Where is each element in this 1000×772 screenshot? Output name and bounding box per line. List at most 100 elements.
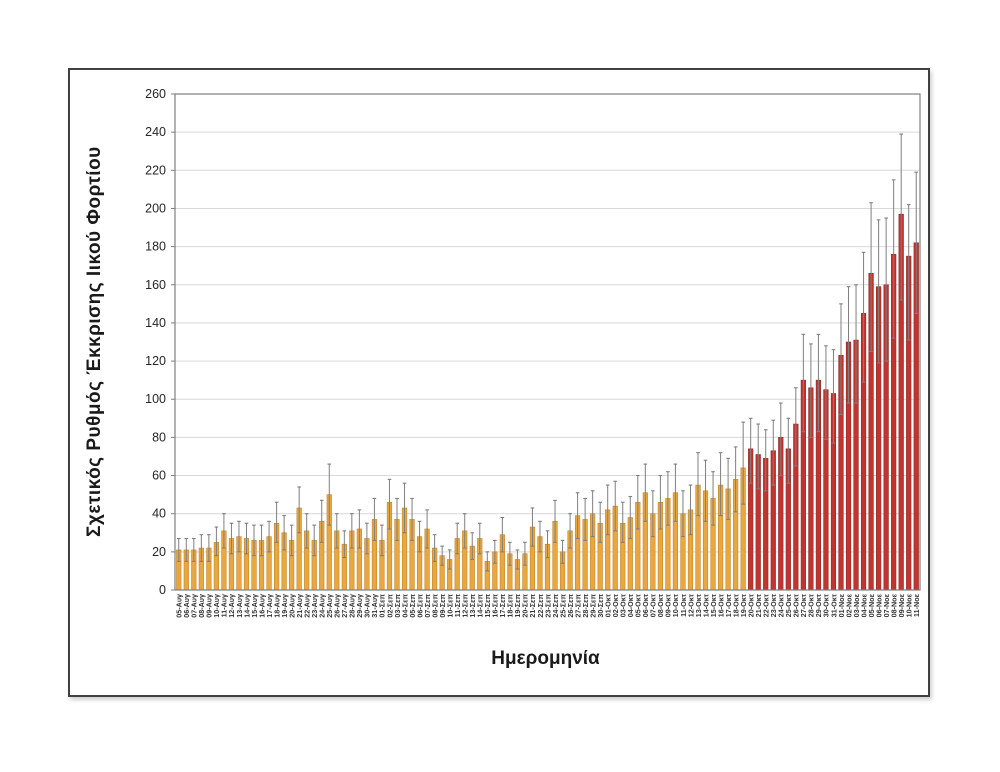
x-tick-label: 30-Αυγ bbox=[363, 594, 372, 618]
x-tick-label: 10-Σεπ bbox=[445, 594, 454, 618]
x-tick-label: 05-Νοε bbox=[867, 593, 876, 617]
x-tick-label: 02-Νοε bbox=[844, 593, 853, 617]
x-tick-label: 07-Σεπ bbox=[423, 594, 432, 618]
y-axis-title: Σχετικός Ρυθμός Έκκρισης Ιικού Φορτίου bbox=[84, 146, 105, 538]
x-tick-label: 04-Νοε bbox=[859, 593, 868, 617]
y-tick-label: 160 bbox=[145, 278, 166, 292]
x-tick-label: 15-Αυγ bbox=[250, 594, 259, 618]
x-tick-label: 23-Αυγ bbox=[310, 594, 319, 618]
x-tick-label: 14-Σεπ bbox=[476, 594, 485, 618]
x-tick-label: 03-Νοε bbox=[852, 593, 861, 617]
x-tick-label: 07-Οκτ bbox=[649, 593, 658, 617]
x-tick-label: 10-Οκτ bbox=[671, 593, 680, 617]
y-tick-label: 200 bbox=[145, 201, 166, 215]
x-tick-label: 09-Σεπ bbox=[438, 594, 447, 618]
x-tick-label: 29-Αυγ bbox=[355, 594, 364, 618]
x-tick-label: 16-Οκτ bbox=[716, 593, 725, 617]
x-tick-label: 27-Αυγ bbox=[340, 594, 349, 618]
x-tick-label: 13-Αυγ bbox=[235, 594, 244, 618]
x-tick-label: 11-Αυγ bbox=[220, 594, 229, 617]
x-tick-label: 21-Οκτ bbox=[754, 593, 763, 617]
x-tick-label: 20-Αυγ bbox=[287, 594, 296, 618]
x-tick-label: 15-Οκτ bbox=[709, 593, 718, 617]
x-tick-label: 22-Οκτ bbox=[762, 593, 771, 617]
x-tick-label: 12-Σεπ bbox=[461, 594, 470, 618]
x-tick-label: 24-Σεπ bbox=[551, 594, 560, 618]
y-tick-label: 60 bbox=[152, 469, 166, 483]
x-tick-label: 06-Οκτ bbox=[641, 593, 650, 617]
x-tick-label: 16-Αυγ bbox=[257, 594, 266, 618]
x-tick-label: 04-Σεπ bbox=[400, 594, 409, 618]
x-tick-label: 21-Σεπ bbox=[528, 594, 537, 618]
x-tick-label: 05-Σεπ bbox=[408, 594, 417, 618]
x-tick-label: 12-Οκτ bbox=[686, 593, 695, 617]
x-tick-label: 30-Σεπ bbox=[596, 594, 605, 618]
x-tick-label: 16-Σεπ bbox=[491, 594, 500, 618]
x-tick-label: 01-Σεπ bbox=[378, 594, 387, 618]
x-tick-label: 21-Αυγ bbox=[295, 594, 304, 618]
x-tick-label: 15-Σεπ bbox=[483, 594, 492, 618]
x-tick-label: 28-Οκτ bbox=[807, 593, 816, 617]
x-tick-label: 03-Σεπ bbox=[393, 594, 402, 618]
bar-chart-canvas: 0 20 40 60 80 100 120 140 160 180 200 220 240 260 05-Α… bbox=[145, 87, 921, 618]
x-tick-label: 18-Σεπ bbox=[506, 594, 515, 618]
x-tick-label: 24-Αυγ bbox=[318, 594, 327, 618]
x-tick-label: 11-Νοε bbox=[912, 593, 921, 617]
x-tick-label: 20-Σεπ bbox=[521, 594, 530, 618]
x-tick-label: 18-Οκτ bbox=[731, 593, 740, 617]
x-tick-label: 08-Νοε bbox=[889, 593, 898, 617]
x-tick-label: 18-Αυγ bbox=[272, 594, 281, 618]
y-tick-label: 140 bbox=[145, 316, 166, 330]
x-tick-label: 30-Οκτ bbox=[822, 593, 831, 617]
x-tick-label: 22-Αυγ bbox=[302, 594, 311, 618]
x-tick-label: 13-Σεπ bbox=[468, 594, 477, 618]
x-tick-label: 09-Οκτ bbox=[664, 593, 673, 617]
x-tick-label: 29-Σεπ bbox=[588, 594, 597, 618]
x-tick-label: 11-Σεπ bbox=[453, 594, 462, 618]
y-tick-label: 20 bbox=[152, 545, 166, 559]
y-tick-label: 80 bbox=[152, 430, 166, 444]
y-tick-label: 100 bbox=[145, 392, 166, 406]
x-tick-label: 24-Οκτ bbox=[777, 593, 786, 617]
x-tick-label: 14-Αυγ bbox=[242, 594, 251, 618]
x-tick-label: 13-Οκτ bbox=[694, 593, 703, 617]
x-tick-label: 12-Αυγ bbox=[227, 594, 236, 618]
chart-figure: 0 20 40 60 80 100 120 140 160 180 200 220 240 260 05-Α… bbox=[68, 68, 930, 697]
x-tick-label: 07-Αυγ bbox=[190, 594, 199, 618]
x-tick-label: 06-Σεπ bbox=[415, 594, 424, 618]
x-tick-label: 01-Οκτ bbox=[604, 593, 613, 617]
x-tick-label: 31-Οκτ bbox=[829, 593, 838, 617]
x-tick-label: 22-Σεπ bbox=[536, 594, 545, 618]
x-tick-label: 03-Οκτ bbox=[619, 593, 628, 617]
x-tick-label: 02-Οκτ bbox=[611, 593, 620, 617]
x-tick-label: 19-Αυγ bbox=[280, 594, 289, 618]
x-tick-label: 05-Αυγ bbox=[175, 594, 184, 618]
y-tick-label: 0 bbox=[159, 583, 166, 597]
x-tick-label: 08-Σεπ bbox=[430, 594, 439, 618]
x-tick-label: 29-Οκτ bbox=[814, 593, 823, 617]
x-tick-label: 17-Οκτ bbox=[724, 593, 733, 617]
x-tick-label: 23-Σεπ bbox=[543, 594, 552, 618]
x-tick-label: 17-Αυγ bbox=[265, 594, 274, 618]
x-tick-label: 26-Αυγ bbox=[333, 594, 342, 618]
x-tick-label: 28-Σεπ bbox=[581, 594, 590, 618]
x-tick-label: 10-Αυγ bbox=[212, 594, 221, 618]
x-tick-label: 17-Σεπ bbox=[498, 594, 507, 618]
x-tick-label: 31-Αυγ bbox=[370, 594, 379, 618]
x-tick-label: 23-Οκτ bbox=[769, 593, 778, 617]
x-tick-label: 25-Οκτ bbox=[784, 593, 793, 617]
x-tick-label: 20-Οκτ bbox=[746, 593, 755, 617]
x-tick-label: 26-Σεπ bbox=[566, 594, 575, 618]
x-tick-label: 06-Αυγ bbox=[182, 594, 191, 618]
x-tick-label: 02-Σεπ bbox=[385, 594, 394, 618]
x-tick-label: 04-Οκτ bbox=[626, 593, 635, 617]
x-tick-label: 27-Οκτ bbox=[799, 593, 808, 617]
y-tick-label: 40 bbox=[152, 507, 166, 521]
y-tick-label: 120 bbox=[145, 354, 166, 368]
x-tick-label: 11-Οκτ bbox=[679, 593, 688, 617]
x-tick-label: 05-Οκτ bbox=[634, 593, 643, 617]
x-tick-label: 27-Σεπ bbox=[573, 594, 582, 618]
x-tick-label: 09-Αυγ bbox=[205, 594, 214, 618]
x-tick-label: 06-Νοε bbox=[874, 593, 883, 617]
